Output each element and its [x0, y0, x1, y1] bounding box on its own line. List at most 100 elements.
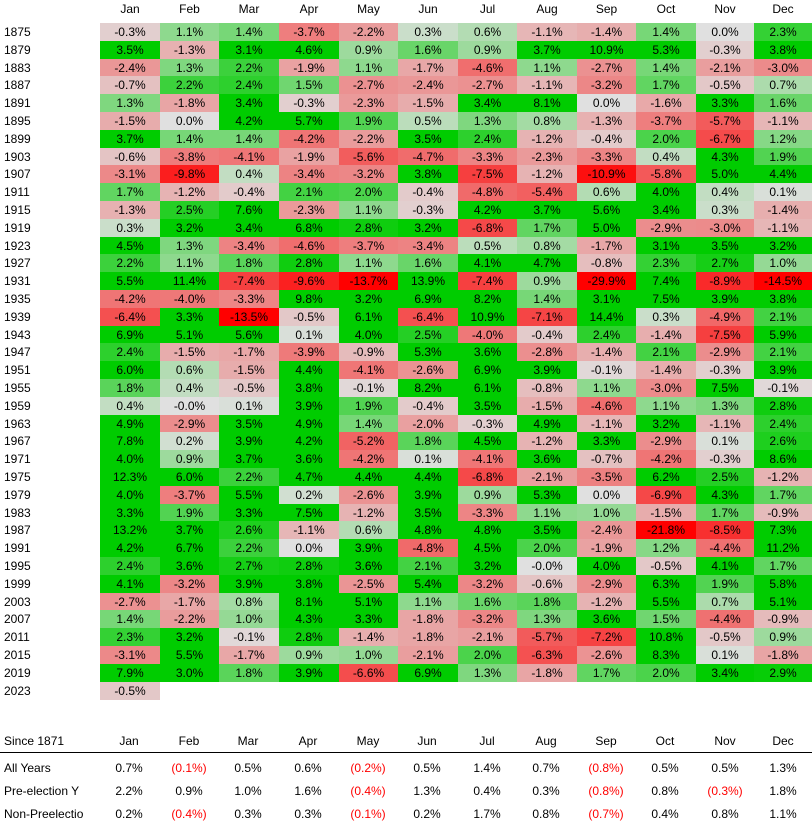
- heatmap-cell: -1.3%: [160, 40, 219, 60]
- heatmap-cell: 1.1%: [636, 396, 696, 416]
- heatmap-cell: 3.9%: [398, 485, 458, 505]
- heatmap-cell: 7.3%: [754, 521, 812, 540]
- heatmap-cell: -0.1%: [339, 379, 398, 398]
- heatmap-cell: 0.9%: [339, 40, 398, 60]
- heatmap-cell: -4.0%: [160, 290, 219, 309]
- heatmap-cell: 5.1%: [160, 325, 219, 344]
- heatmap-cell: -0.0%: [517, 557, 577, 576]
- heatmap-cell: 1.3%: [458, 112, 517, 131]
- heatmap-cell: 1.9%: [339, 112, 398, 131]
- heatmap-cell: 0.9%: [517, 272, 577, 291]
- heatmap-cell: 3.4%: [219, 218, 279, 238]
- summary-value: 0.4%: [473, 784, 501, 798]
- heatmap-cell: 3.6%: [577, 610, 636, 629]
- heatmap-cell: 4.2%: [100, 539, 160, 558]
- heatmap-cell: -1.2%: [754, 468, 812, 487]
- heatmap-cell: 6.8%: [279, 218, 339, 238]
- heatmap-cell: 0.6%: [577, 183, 636, 202]
- heatmap-cell: 7.4%: [636, 272, 696, 291]
- heatmap-cell: -2.6%: [398, 361, 458, 380]
- heatmap-cell: -7.4%: [219, 272, 279, 291]
- heatmap-cell: 4.5%: [458, 539, 517, 558]
- heatmap-cell: 5.3%: [636, 40, 696, 60]
- heatmap-cell: 1.3%: [517, 610, 577, 629]
- heatmap-cell: 2.8%: [279, 254, 339, 273]
- heatmap-cell: 3.6%: [458, 343, 517, 362]
- heatmap-cell: -6.3%: [517, 646, 577, 665]
- heatmap-cell: -1.9%: [279, 58, 339, 77]
- heatmap-cell: 4.2%: [279, 432, 339, 451]
- heatmap-cell: 3.7%: [517, 40, 577, 60]
- heatmap-cell: 1.4%: [100, 610, 160, 629]
- heatmap-cell: -7.5%: [458, 165, 517, 184]
- heatmap-cell: 4.0%: [100, 485, 160, 505]
- heatmap-cell: 0.2%: [160, 432, 219, 451]
- summary-value: (0.8%): [588, 784, 624, 798]
- summary-row: All Years 0.7% (0.1%) 0.5% 0.6% (0.2%) 0.5% 1.4…: [0, 759, 812, 777]
- heatmap-cell: 4.1%: [696, 557, 754, 576]
- heatmap-cell: 0.0%: [696, 23, 754, 42]
- heatmap-cell: 0.4%: [696, 183, 754, 202]
- heatmap-cell: -3.0%: [696, 218, 754, 238]
- heatmap-cell: -13.7%: [339, 272, 398, 291]
- heatmap-cell: 8.1%: [279, 592, 339, 611]
- summary-header-row: Since 1871 Jan Feb Mar Apr May Jun Jul A…: [0, 732, 812, 750]
- heatmap-cell: 4.0%: [100, 450, 160, 469]
- heatmap-cell: -2.1%: [517, 468, 577, 487]
- heatmap-cell: -3.1%: [100, 165, 160, 184]
- heatmap-cell: 8.2%: [398, 379, 458, 398]
- summary-value: (0.2%): [350, 761, 386, 775]
- heatmap-cell: 3.2%: [160, 218, 219, 238]
- heatmap-cell: 3.7%: [160, 521, 219, 540]
- heatmap-cell: 2.8%: [339, 218, 398, 238]
- heatmap-cell: -4.2%: [636, 450, 696, 469]
- year-label: 1923: [4, 238, 31, 253]
- heatmap-cell: 12.3%: [100, 468, 160, 487]
- heatmap-cell: 8.2%: [458, 290, 517, 309]
- heatmap-cell: 3.1%: [219, 40, 279, 60]
- summary-month-header: Jan: [119, 734, 139, 748]
- heatmap-cell: 2.4%: [219, 76, 279, 95]
- heatmap-cell: -3.4%: [219, 236, 279, 255]
- heatmap-cell: 3.5%: [517, 521, 577, 540]
- heatmap-cell: 2.7%: [219, 557, 279, 576]
- heatmap-cell: 0.3%: [398, 23, 458, 42]
- heatmap-cell: 6.9%: [100, 325, 160, 344]
- heatmap-cell: 2.4%: [754, 414, 812, 433]
- heatmap-cell: 1.5%: [279, 76, 339, 95]
- heatmap-cell: -0.4%: [577, 129, 636, 149]
- heatmap-cell: -6.4%: [398, 307, 458, 327]
- summary-value: 0.2%: [413, 807, 441, 821]
- heatmap-cell: -2.3%: [517, 147, 577, 166]
- heatmap-cell: -7.5%: [696, 325, 754, 344]
- heatmap-cell: -0.5%: [100, 681, 160, 700]
- heatmap-cell: 1.6%: [398, 40, 458, 60]
- heatmap-cell: 1.0%: [219, 610, 279, 629]
- heatmap-cell: 1.3%: [160, 58, 219, 77]
- heatmap-cell: -0.4%: [517, 325, 577, 344]
- heatmap-cell: -1.7%: [219, 343, 279, 362]
- heatmap-cell: 8.3%: [636, 646, 696, 665]
- summary-row-label: Pre-election Y: [4, 784, 80, 798]
- summary-value: 1.7%: [473, 807, 501, 821]
- heatmap-cell: 10.8%: [636, 628, 696, 647]
- heatmap-cell: -5.6%: [339, 147, 398, 166]
- summary-value: 0.5%: [234, 761, 262, 775]
- year-label: 1939: [4, 309, 31, 324]
- heatmap-cell: 3.2%: [160, 628, 219, 647]
- heatmap-cell: -2.9%: [160, 414, 219, 433]
- heatmap-cell: -1.8%: [754, 646, 812, 665]
- year-label: 1991: [4, 541, 31, 556]
- heatmap-cell: 0.8%: [517, 236, 577, 255]
- summary-value: 1.1%: [769, 807, 797, 821]
- heatmap-cell: 2.0%: [517, 539, 577, 558]
- summary-value: 0.5%: [413, 761, 441, 775]
- heatmap-cell: 0.7%: [696, 592, 754, 611]
- heatmap-cell: 7.5%: [636, 290, 696, 309]
- year-label: 1895: [4, 114, 31, 128]
- heatmap-cell: 6.3%: [636, 574, 696, 594]
- heatmap-cell: 1.0%: [754, 254, 812, 273]
- summary-value: (0.1%): [171, 761, 207, 775]
- heatmap-cell: -1.6%: [636, 94, 696, 113]
- heatmap-cell: 6.9%: [398, 663, 458, 683]
